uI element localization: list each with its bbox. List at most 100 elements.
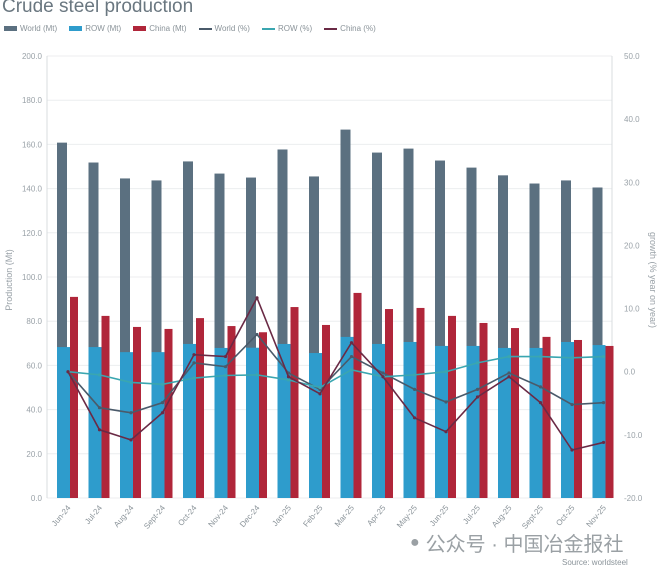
bar-china: [353, 292, 362, 498]
line-point: [223, 365, 228, 369]
bar-china: [101, 315, 110, 498]
legend-item: ROW (Mt): [69, 24, 121, 33]
bar-row: [214, 347, 228, 498]
bar-world: [88, 162, 99, 498]
y2-tick-label: 0.0: [624, 368, 636, 377]
bar-world: [561, 180, 571, 498]
line-point: [601, 440, 606, 445]
y-tick-label: 100.0: [22, 273, 43, 282]
source-note: Source: worldsteel: [562, 558, 628, 567]
line-point: [255, 332, 259, 337]
y-tick-label: 180.0: [22, 96, 43, 105]
x-tick-label: Apr-25: [365, 503, 388, 528]
bar-world: [340, 129, 351, 498]
bar-row: [498, 347, 511, 498]
line-point: [381, 375, 385, 379]
line-point: [349, 341, 354, 345]
line-point: [475, 361, 480, 365]
line-point: [507, 375, 511, 379]
bar-china: [448, 315, 456, 498]
line-point: [160, 411, 165, 415]
line-point: [570, 402, 574, 407]
bar-world: [309, 176, 319, 498]
bar-china: [164, 328, 173, 498]
bar-china: [605, 345, 614, 498]
bar-row: [309, 353, 322, 498]
x-tick-label: Mar-25: [333, 503, 357, 529]
line-point: [255, 296, 259, 300]
legend-swatch: [198, 27, 212, 30]
legend: World (Mt) ROW (Mt) China (Mt) World (%) ROW…: [4, 24, 376, 33]
x-tick-label: Feb-25: [301, 503, 325, 529]
y2-axis-label: growth (% year on year): [648, 232, 658, 328]
line-point: [412, 416, 417, 420]
x-tick-label: Nov-24: [207, 503, 231, 529]
bar-china: [479, 322, 488, 498]
x-tick-label: Aug-24: [112, 503, 136, 529]
legend-swatch: [261, 27, 275, 30]
x-tick-label: Jan-25: [270, 503, 293, 528]
bar-row: [120, 352, 133, 498]
line-point: [475, 395, 480, 399]
bar-china: [133, 326, 141, 498]
bar-china: [322, 324, 330, 498]
bar-china: [542, 336, 551, 498]
line-point: [318, 385, 322, 390]
legend-swatch: [69, 26, 83, 31]
legend-item: China (%): [324, 24, 376, 33]
x-tick-label: Dec-24: [238, 503, 262, 529]
legend-label: China (Mt): [149, 24, 187, 33]
x-tick-label: Oct-24: [176, 503, 199, 528]
wechat-icon: ●: [410, 533, 420, 551]
bar-world: [214, 173, 225, 498]
line-point: [475, 387, 480, 391]
line-point: [192, 361, 196, 365]
bar-world: [403, 148, 414, 498]
x-tick-label: May-25: [395, 503, 419, 530]
line-point: [129, 411, 133, 415]
y2-tick-label: -20.0: [624, 494, 643, 503]
line-point: [444, 370, 448, 374]
bar-row: [57, 347, 70, 498]
bar-china: [70, 296, 78, 498]
bar-china: [574, 339, 582, 498]
bar-china: [290, 307, 299, 498]
line-point: [160, 401, 165, 405]
y-tick-label: 140.0: [22, 185, 43, 194]
line-row-: [67, 355, 604, 389]
bar-row: [529, 347, 543, 498]
line-point: [129, 438, 133, 442]
bar-row: [151, 352, 165, 498]
bar-row: [277, 343, 291, 498]
bar-china: [259, 332, 267, 498]
line-point: [97, 406, 102, 410]
x-tick-label: Jun-24: [50, 503, 73, 528]
bar-china: [511, 328, 519, 498]
y-axis-label: Production (Mt): [4, 249, 14, 311]
x-tick-label: Jul-24: [83, 503, 104, 526]
line-point: [97, 373, 102, 377]
y-tick-label: 0.0: [31, 494, 43, 503]
line-point: [538, 401, 543, 405]
y-tick-label: 20.0: [26, 450, 42, 459]
y-tick-label: 200.0: [22, 52, 43, 61]
line-point: [507, 354, 511, 359]
bar-row: [246, 347, 259, 498]
line-point: [538, 354, 543, 359]
bar-row: [561, 341, 574, 498]
line-point: [223, 373, 228, 378]
bar-world: [435, 160, 445, 498]
bar-world: [498, 175, 508, 498]
x-tick-label: Jul-25: [461, 503, 482, 526]
legend-swatch: [133, 26, 147, 31]
line-point: [570, 356, 574, 360]
bar-world: [372, 152, 382, 498]
y2-tick-label: 20.0: [624, 241, 640, 250]
chart-title: Crude steel production: [2, 0, 194, 17]
y-tick-label: 40.0: [26, 406, 42, 415]
bar-china: [196, 318, 204, 498]
bar-world: [277, 149, 288, 498]
y-tick-label: 60.0: [26, 361, 42, 370]
bar-world: [57, 142, 67, 498]
